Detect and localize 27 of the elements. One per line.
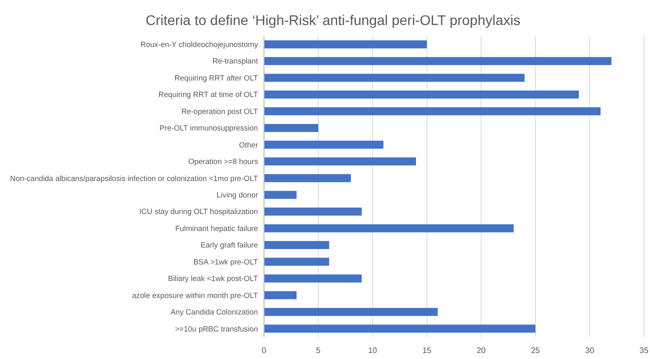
bar bbox=[264, 241, 330, 250]
bar bbox=[264, 258, 330, 266]
bar bbox=[264, 74, 525, 82]
bar bbox=[264, 107, 601, 116]
bar bbox=[264, 157, 416, 166]
bar bbox=[264, 208, 362, 216]
x-tick-label: 10 bbox=[368, 346, 378, 355]
bar bbox=[264, 40, 427, 48]
x-tick-label: 20 bbox=[476, 346, 486, 355]
x-tick-label: 25 bbox=[530, 346, 540, 355]
bar bbox=[264, 274, 362, 282]
bar bbox=[264, 124, 318, 132]
bar bbox=[264, 57, 612, 66]
x-tick-label: 0 bbox=[262, 346, 267, 355]
bar bbox=[264, 140, 384, 149]
x-tick-label: 30 bbox=[585, 346, 595, 355]
bar bbox=[264, 174, 351, 182]
bar bbox=[264, 224, 514, 232]
bar bbox=[264, 190, 297, 199]
bar bbox=[264, 291, 297, 300]
bar bbox=[264, 308, 438, 316]
bar bbox=[264, 324, 536, 333]
x-tick-label: 5 bbox=[316, 346, 322, 355]
x-tick-label: 15 bbox=[422, 346, 432, 355]
chart-title: Criteria to define ‘High-Risk’ anti-fungal peri-OLT prophylaxis bbox=[146, 12, 520, 28]
x-tick-label: 35 bbox=[640, 346, 649, 355]
bar bbox=[264, 90, 579, 99]
